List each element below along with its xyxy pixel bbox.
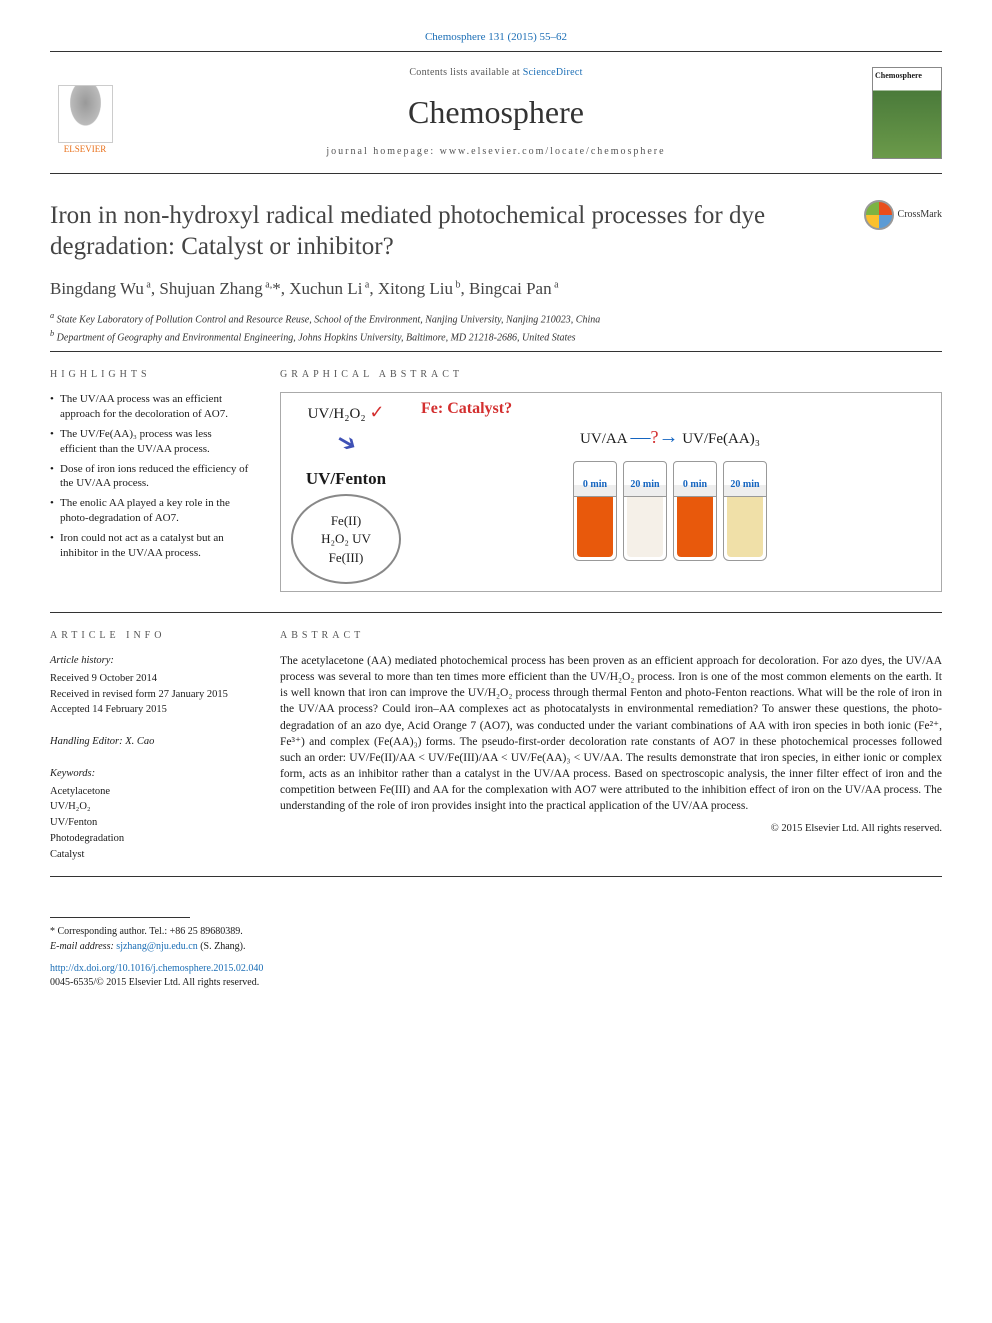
ga-vial: 0 min xyxy=(673,461,717,561)
rule-mid xyxy=(50,612,942,613)
history-label: Article history: xyxy=(50,653,250,669)
ga-vial: 0 min xyxy=(573,461,617,561)
graphical-abstract: Fe: Catalyst? UV/H₂O₂ ✓ ➔ UV/Fenton Fe(I… xyxy=(280,392,942,592)
elsevier-tree-icon xyxy=(58,85,113,143)
doi-block: http://dx.doi.org/10.1016/j.chemosphere.… xyxy=(50,962,942,990)
authors-line: Bingdang Wu a, Shujuan Zhang a,*, Xuchun… xyxy=(50,277,942,301)
abstract-text: The acetylacetone (AA) mediated photoche… xyxy=(280,653,942,814)
keywords-list: AcetylacetoneUV/H₂O₂UV/FentonPhotodegrad… xyxy=(50,784,250,863)
crossmark-icon xyxy=(864,200,894,230)
keyword-item: UV/H₂O₂ xyxy=(50,799,250,815)
arrow-down-icon: ➔ xyxy=(329,424,363,463)
vial-label: 0 min xyxy=(574,478,616,492)
highlight-item: The UV/AA process was an efficient appro… xyxy=(50,392,250,422)
history-line: Received in revised form 27 January 2015 xyxy=(50,687,250,703)
contents-prefix: Contents lists available at xyxy=(409,67,522,78)
vial-label: 20 min xyxy=(624,478,666,492)
ga-fe-catalyst-text: Fe: Catalyst? xyxy=(421,398,512,420)
journal-name: Chemosphere xyxy=(140,90,852,135)
ga-vials: 0 min 20 min 0 min 20 min xyxy=(573,461,767,561)
keyword-item: UV/Fenton xyxy=(50,815,250,831)
crossmark-badge[interactable]: CrossMark xyxy=(864,200,942,230)
homepage-line: journal homepage: www.elsevier.com/locat… xyxy=(140,145,852,159)
rule-bottom xyxy=(50,876,942,877)
rule-after-affil xyxy=(50,351,942,352)
vial-label: 0 min xyxy=(674,478,716,492)
ga-uvh2o2: UV/H₂O₂ xyxy=(308,406,366,422)
email-label: E-mail address: xyxy=(50,941,116,952)
doi-link[interactable]: http://dx.doi.org/10.1016/j.chemosphere.… xyxy=(50,963,263,974)
highlights-list: The UV/AA process was an efficient appro… xyxy=(50,392,250,560)
sciencedirect-link[interactable]: ScienceDirect xyxy=(523,67,583,78)
keyword-item: Photodegradation xyxy=(50,831,250,847)
homepage-prefix: journal homepage: xyxy=(326,146,439,157)
ga-vial: 20 min xyxy=(623,461,667,561)
footnote-rule xyxy=(50,917,190,918)
graphical-abstract-label: GRAPHICAL ABSTRACT xyxy=(280,368,942,382)
homepage-url[interactable]: www.elsevier.com/locate/chemosphere xyxy=(440,146,666,157)
ga-uvfenton: UV/Fenton xyxy=(306,467,386,491)
corr-tel: * Corresponding author. Tel.: +86 25 896… xyxy=(50,924,942,939)
ga-fenton-cycle: Fe(II) H₂O₂ UV Fe(III) xyxy=(291,494,401,584)
keyword-item: Catalyst xyxy=(50,847,250,863)
publisher-name: ELSEVIER xyxy=(64,143,107,156)
ga-uvaa: UV/AA xyxy=(580,431,627,447)
ga-uvfeaa: UV/Fe(AA)₃ xyxy=(682,431,760,447)
check-icon: ✓ xyxy=(369,402,384,422)
ga-uvaa-row: UV/AA —?→ UV/Fe(AA)₃ xyxy=(580,423,760,451)
affiliations: a State Key Laboratory of Pollution Cont… xyxy=(50,310,942,345)
highlights-label: HIGHLIGHTS xyxy=(50,368,250,382)
keywords-label: Keywords: xyxy=(50,766,250,782)
vial-label: 20 min xyxy=(724,478,766,492)
arrow-right-icon-2: → xyxy=(658,426,678,448)
abstract-label: ABSTRACT xyxy=(280,629,942,643)
corr-email-suffix: (S. Zhang). xyxy=(198,941,246,952)
highlight-item: The UV/Fe(AA)₃ process was less efficien… xyxy=(50,427,250,457)
highlight-item: The enolic AA played a key role in the p… xyxy=(50,496,250,526)
citation: Chemosphere 131 (2015) 55–62 xyxy=(50,30,942,45)
header-rule-bottom xyxy=(50,173,942,174)
header-rule-top xyxy=(50,51,942,52)
article-info-label: ARTICLE INFO xyxy=(50,629,250,643)
issn-copyright: 0045-6535/© 2015 Elsevier Ltd. All right… xyxy=(50,977,259,988)
crossmark-label: CrossMark xyxy=(898,208,942,222)
article-info: Article history: Received 9 October 2014… xyxy=(50,653,250,862)
journal-header: ELSEVIER Contents lists available at Sci… xyxy=(50,58,942,167)
cover-title: Chemosphere xyxy=(873,68,941,83)
abstract-copyright: © 2015 Elsevier Ltd. All rights reserved… xyxy=(280,822,942,837)
history-line: Accepted 14 February 2015 xyxy=(50,702,250,718)
corr-email-link[interactable]: sjzhang@nju.edu.cn xyxy=(116,941,197,952)
ga-cycle-mid: H₂O₂ UV xyxy=(321,530,371,548)
highlight-item: Dose of iron ions reduced the efficiency… xyxy=(50,462,250,492)
highlight-item: Iron could not act as a catalyst but an … xyxy=(50,531,250,561)
history-line: Received 9 October 2014 xyxy=(50,671,250,687)
handling-editor: Handling Editor: X. Cao xyxy=(50,734,250,750)
contents-line: Contents lists available at ScienceDirec… xyxy=(140,66,852,80)
corresponding-author: * Corresponding author. Tel.: +86 25 896… xyxy=(50,924,942,954)
keyword-item: Acetylacetone xyxy=(50,784,250,800)
elsevier-logo: ELSEVIER xyxy=(50,70,120,155)
arrow-right-icon: — xyxy=(630,426,650,448)
ga-vial: 20 min xyxy=(723,461,767,561)
ga-cycle-fe3: Fe(III) xyxy=(329,549,364,567)
ga-cycle-fe2: Fe(II) xyxy=(331,512,361,530)
journal-cover-thumbnail: Chemosphere xyxy=(872,67,942,159)
article-title: Iron in non-hydroxyl radical mediated ph… xyxy=(50,200,844,263)
